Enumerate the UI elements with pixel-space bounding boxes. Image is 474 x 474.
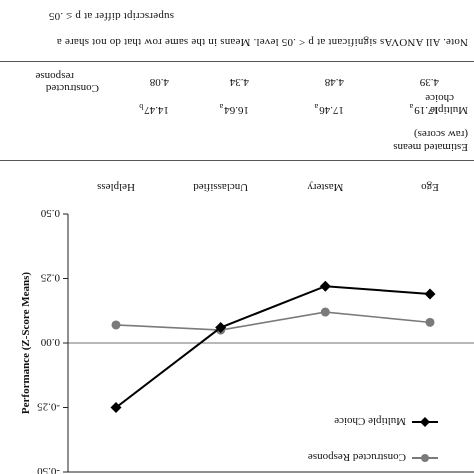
- legend-marker-diamond: [420, 417, 430, 427]
- cell-value: 4.08: [149, 76, 169, 88]
- data-point-diamond: [110, 402, 122, 413]
- chart-axes: -0.50 -0.25 0.00 0.25 0.50 Performance (Z-Sco…: [20, 181, 474, 474]
- legend-label: Constructed Response: [308, 451, 406, 463]
- cell-value: 14.47: [144, 104, 169, 116]
- x-category-label: Unclassified: [193, 181, 248, 193]
- row-label-constructed-2: response: [35, 70, 75, 82]
- cell-subscript: a: [314, 102, 319, 111]
- chart-legend: Constructed Response Multiple Choice: [308, 415, 438, 463]
- cell-value: 17.46: [319, 104, 344, 116]
- series-line: [115, 311, 431, 331]
- cell-value: 16.64: [224, 104, 249, 116]
- table-note-2: superscript differ at p ≤ .05: [48, 10, 174, 22]
- table-header-sublabel: (raw scores): [413, 128, 468, 140]
- table-cell: 16.64a: [219, 102, 249, 116]
- x-category-label: Ego: [421, 181, 439, 193]
- table-cell: 4.08: [150, 76, 169, 88]
- x-category-label: Mastery: [307, 181, 344, 193]
- table-top-rule: [0, 160, 474, 161]
- table-cell: 14.47b: [139, 102, 169, 116]
- data-point-diamond: [215, 322, 227, 334]
- data-point-circle: [320, 307, 330, 317]
- cell-value: 4.39: [419, 76, 439, 88]
- y-tick-label: -0.50: [37, 465, 60, 474]
- data-point-diamond: [319, 280, 331, 292]
- data-point-circle: [111, 320, 121, 330]
- table-bottom-rule: [0, 61, 474, 62]
- x-category-label: Helpless: [97, 181, 135, 193]
- legend-marker-circle: [421, 454, 429, 462]
- y-tick-label: 0.25: [40, 272, 60, 284]
- table-note: Note. All ANOVAs significant at p < .05 …: [56, 36, 468, 48]
- chart-series: [110, 280, 436, 413]
- y-tick-label: 0.00: [40, 336, 60, 348]
- row-label-constructed: Constructed: [45, 82, 99, 94]
- data-point-circle: [425, 317, 435, 327]
- table-cell: 4.34: [230, 76, 249, 88]
- cell-value: 4.34: [229, 76, 249, 88]
- cell-subscript: a: [219, 102, 224, 111]
- legend-label: Multiple Choice: [334, 415, 406, 427]
- cell-value: 4.48: [324, 76, 344, 88]
- cell-value: 17.19: [414, 104, 439, 116]
- cell-subscript: b: [139, 102, 144, 111]
- row-label-multiple-2: choice: [425, 92, 454, 104]
- series-line: [115, 285, 431, 409]
- table-header-label: Estimated means: [393, 141, 468, 153]
- y-tick-label: 0.50: [40, 207, 60, 219]
- y-tick-label: -0.25: [37, 401, 60, 413]
- data-point-diamond: [424, 288, 436, 300]
- table-cell: 4.48: [325, 76, 344, 88]
- table-cell: 17.46a: [314, 102, 344, 116]
- table-cell: 17.19a: [409, 102, 439, 116]
- y-axis-title: Performance (Z-Score Means): [20, 272, 32, 414]
- table-cell: 4.39: [420, 76, 439, 88]
- cell-subscript: a: [409, 102, 414, 111]
